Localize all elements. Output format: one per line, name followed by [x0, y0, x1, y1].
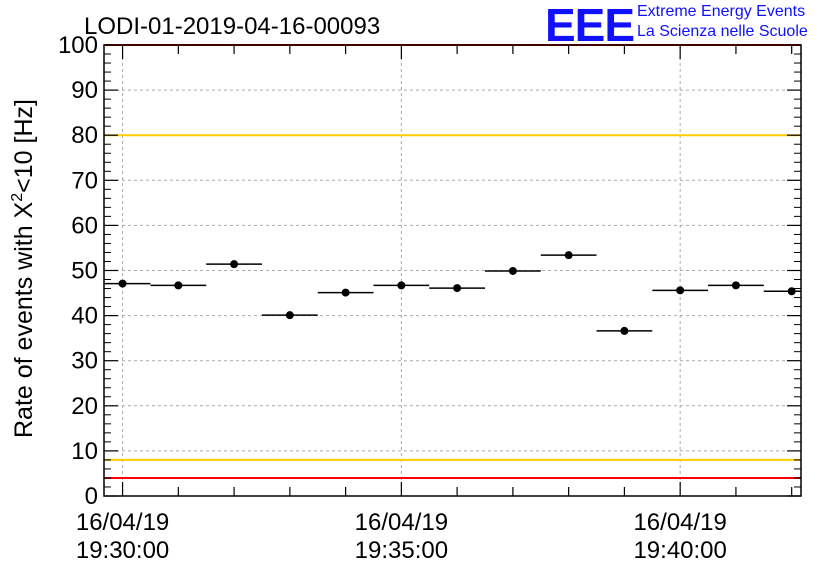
chart-title: LODI-01-2019-04-16-00093	[84, 13, 380, 40]
y-axis-label-tail: <10 [Hz]	[10, 99, 38, 193]
y-axis-label-main: Rate of events with X	[10, 201, 38, 438]
data-point	[397, 281, 406, 290]
y-tick-label: 70	[71, 167, 98, 194]
y-tick-label: 0	[85, 483, 98, 510]
data-point	[453, 284, 462, 293]
x-tick-label-time: 19:40:00	[633, 537, 726, 564]
data-point	[620, 326, 629, 335]
x-tick-labels: 16/04/1919:30:0016/04/1919:35:0016/04/19…	[76, 509, 727, 564]
y-tick-label: 20	[71, 393, 98, 420]
y-tick-label: 30	[71, 348, 98, 375]
axis-ticks	[104, 44, 801, 497]
x-tick-label-time: 19:30:00	[76, 537, 169, 564]
x-tick-label-date: 16/04/19	[76, 509, 169, 536]
data-point	[341, 288, 350, 297]
data-point	[508, 266, 517, 275]
x-tick-label-time: 19:35:00	[355, 537, 448, 564]
x-tick-label-date: 16/04/19	[355, 509, 448, 536]
y-tick-label: 80	[71, 122, 98, 149]
y-tick-labels: 0 10 20 30 40 50 60 70 80 90 100	[58, 32, 98, 510]
y-axis-label: Rate of events with X2<10 [Hz]	[9, 99, 38, 438]
data-point	[230, 260, 239, 269]
grid-lines	[104, 45, 801, 496]
y-tick-label: 10	[71, 438, 98, 465]
data-point	[118, 279, 127, 288]
y-axis-label-sup: 2	[9, 193, 26, 202]
reference-lines	[104, 44, 801, 479]
data-point	[787, 287, 796, 296]
y-tick-label: 40	[71, 303, 98, 330]
data-point	[564, 251, 573, 260]
data-point	[731, 281, 740, 290]
y-tick-label: 50	[71, 258, 98, 285]
x-tick-label-date: 16/04/19	[633, 509, 726, 536]
data-point	[174, 281, 183, 290]
y-tick-label: 90	[71, 77, 98, 104]
logo-line-2: La Scienza nelle Scuole	[637, 23, 808, 40]
y-tick-label: 60	[71, 212, 98, 239]
eee-logo: EEE	[545, 0, 635, 51]
data-point	[676, 286, 685, 295]
data-points	[104, 251, 801, 335]
data-point	[285, 311, 294, 320]
logo-line-1: Extreme Energy Events	[637, 3, 806, 20]
y-tick-label: 100	[58, 32, 98, 59]
